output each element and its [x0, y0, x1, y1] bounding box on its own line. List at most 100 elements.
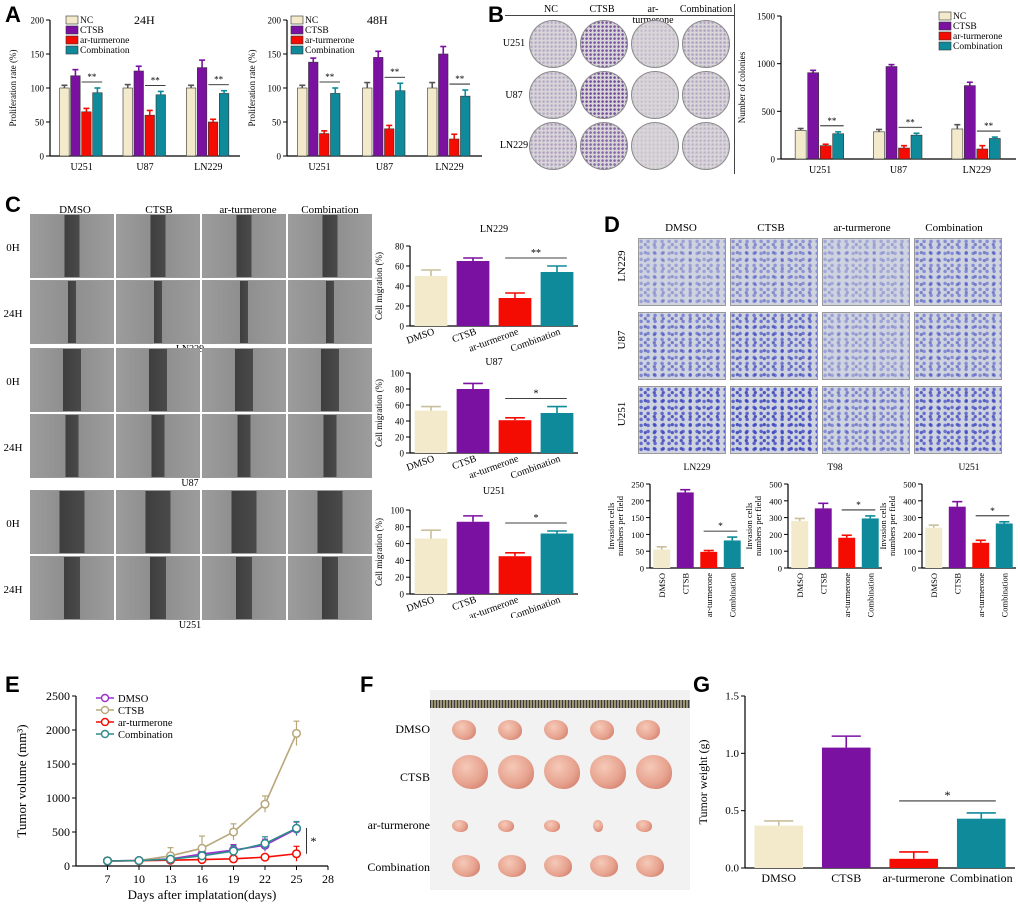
colony-dish	[682, 20, 730, 68]
x-tick-label: ar-turmerone	[976, 573, 986, 617]
y-tick-label: 100	[31, 84, 45, 94]
significance-mark: *	[534, 513, 539, 524]
panel-a-48h-chart: 0 50 100 150 200 Proliferation rate (%) ** U251…	[247, 13, 482, 173]
y-tick-label: 100	[391, 369, 405, 379]
panel-d-t98-chart: 0 100 200 300 400 500 DMSO CTSB ar-turmerone Comb…	[744, 463, 882, 617]
colony-dish	[580, 20, 628, 68]
c-time-label: 24H	[3, 442, 23, 454]
bar	[925, 527, 943, 568]
invasion-image	[822, 238, 910, 306]
x-tick-label: U87	[376, 162, 393, 173]
bar	[498, 556, 532, 594]
tumor-plate	[430, 690, 690, 890]
y-tick-label: 1500	[46, 757, 70, 771]
y-tick-label: 50	[272, 118, 282, 128]
chart-title: 48H	[367, 13, 388, 27]
bar	[989, 138, 1001, 160]
legend-label: CTSB	[305, 26, 329, 36]
y-tick-label: 1.0	[725, 748, 739, 760]
bar	[373, 57, 384, 157]
wound-image	[116, 214, 200, 278]
x-tick-label: 16	[196, 872, 208, 886]
y-tick-label: 0	[64, 859, 70, 873]
d-row-label: LN229	[616, 250, 628, 282]
tumor-sample	[590, 755, 626, 789]
y-axis-label: numbers per field	[615, 495, 625, 556]
d-col-label: DMSO	[665, 222, 697, 234]
legend-label: NC	[953, 12, 966, 22]
y-tick-label: 0	[771, 155, 776, 165]
y-tick-label: 200	[268, 16, 282, 26]
b-col-label: Combination	[679, 4, 733, 15]
x-tick-label: U87	[136, 162, 153, 173]
legend-marker	[100, 717, 110, 727]
y-tick-label: 2500	[46, 689, 70, 703]
bar	[498, 420, 532, 453]
tumor-sample	[590, 855, 618, 877]
significance-mark: **	[906, 117, 916, 127]
panel-f-photo: DMSO CTSB ar-turmerone Combination	[358, 690, 693, 900]
y-tick-label: 100	[391, 506, 405, 516]
legend-label: Combination	[953, 42, 1003, 52]
y-tick-label: 300	[769, 513, 782, 523]
y-axis-label: Invasion cells	[878, 503, 888, 550]
legend-swatch	[938, 41, 952, 51]
c-time-label: 0H	[6, 518, 20, 530]
bar	[898, 147, 910, 160]
tumor-sample	[544, 855, 572, 877]
tumor-sample	[636, 855, 664, 877]
bar	[861, 518, 879, 568]
bar	[498, 298, 532, 326]
y-axis-label: Invasion cells	[744, 503, 754, 550]
x-axis-label: Days after implatation(days)	[128, 887, 277, 902]
legend-swatch	[290, 45, 304, 55]
panel-letter-c: C	[5, 192, 21, 217]
y-tick-label: 200	[903, 530, 916, 540]
y-tick-label: 200	[769, 530, 782, 540]
y-tick-label: 50	[636, 547, 645, 557]
x-tick-label: Combination	[950, 871, 1013, 885]
bar	[155, 94, 166, 157]
x-tick-label: 13	[165, 872, 177, 886]
chart-title: LN229	[480, 224, 508, 235]
bar	[414, 276, 448, 326]
y-tick-label: 50	[35, 118, 45, 128]
y-axis-label: numbers per field	[887, 495, 897, 556]
bar	[676, 492, 694, 568]
x-tick-label: ar-turmerone	[883, 871, 945, 885]
bar	[144, 114, 155, 157]
x-tick-label: DMSO	[657, 573, 667, 598]
significance-mark: *	[718, 522, 723, 532]
legend-label: ar-turmerone	[305, 36, 354, 46]
x-tick-label: CTSB	[818, 573, 828, 595]
significance-mark: *	[311, 834, 317, 848]
legend-marker	[100, 705, 110, 715]
y-tick-label: 250	[631, 480, 644, 490]
wound-image	[30, 556, 114, 620]
y-tick-label: 100	[903, 547, 916, 557]
colony-dish	[631, 122, 679, 170]
panel-letter-e: E	[5, 672, 20, 697]
colony-dish	[580, 122, 628, 170]
x-tick-label: CTSB	[831, 871, 861, 885]
wound-image	[116, 348, 200, 412]
panel-c-images: DMSO CTSB ar-turmerone Combination 0H 24H…	[0, 200, 375, 640]
tumor-sample	[636, 820, 652, 832]
x-tick-label: U87	[890, 165, 907, 176]
b-row-label: U87	[505, 90, 523, 101]
wound-image	[288, 280, 372, 344]
y-tick-label: 0	[277, 152, 282, 162]
legend-swatch	[65, 15, 79, 25]
tumor-sample	[498, 755, 534, 789]
y-tick-label: 0.0	[725, 863, 739, 875]
colony-dish	[682, 122, 730, 170]
y-tick-label: 40	[395, 556, 405, 566]
tumor-sample	[636, 755, 672, 789]
legend-swatch	[65, 45, 79, 55]
bar	[197, 67, 208, 157]
x-tick-label: DMSO	[929, 573, 939, 598]
y-tick-label: 500	[762, 107, 776, 117]
wound-image	[116, 280, 200, 344]
y-axis-label: Proliferation rate (%)	[8, 50, 18, 127]
invasion-image	[638, 238, 726, 306]
